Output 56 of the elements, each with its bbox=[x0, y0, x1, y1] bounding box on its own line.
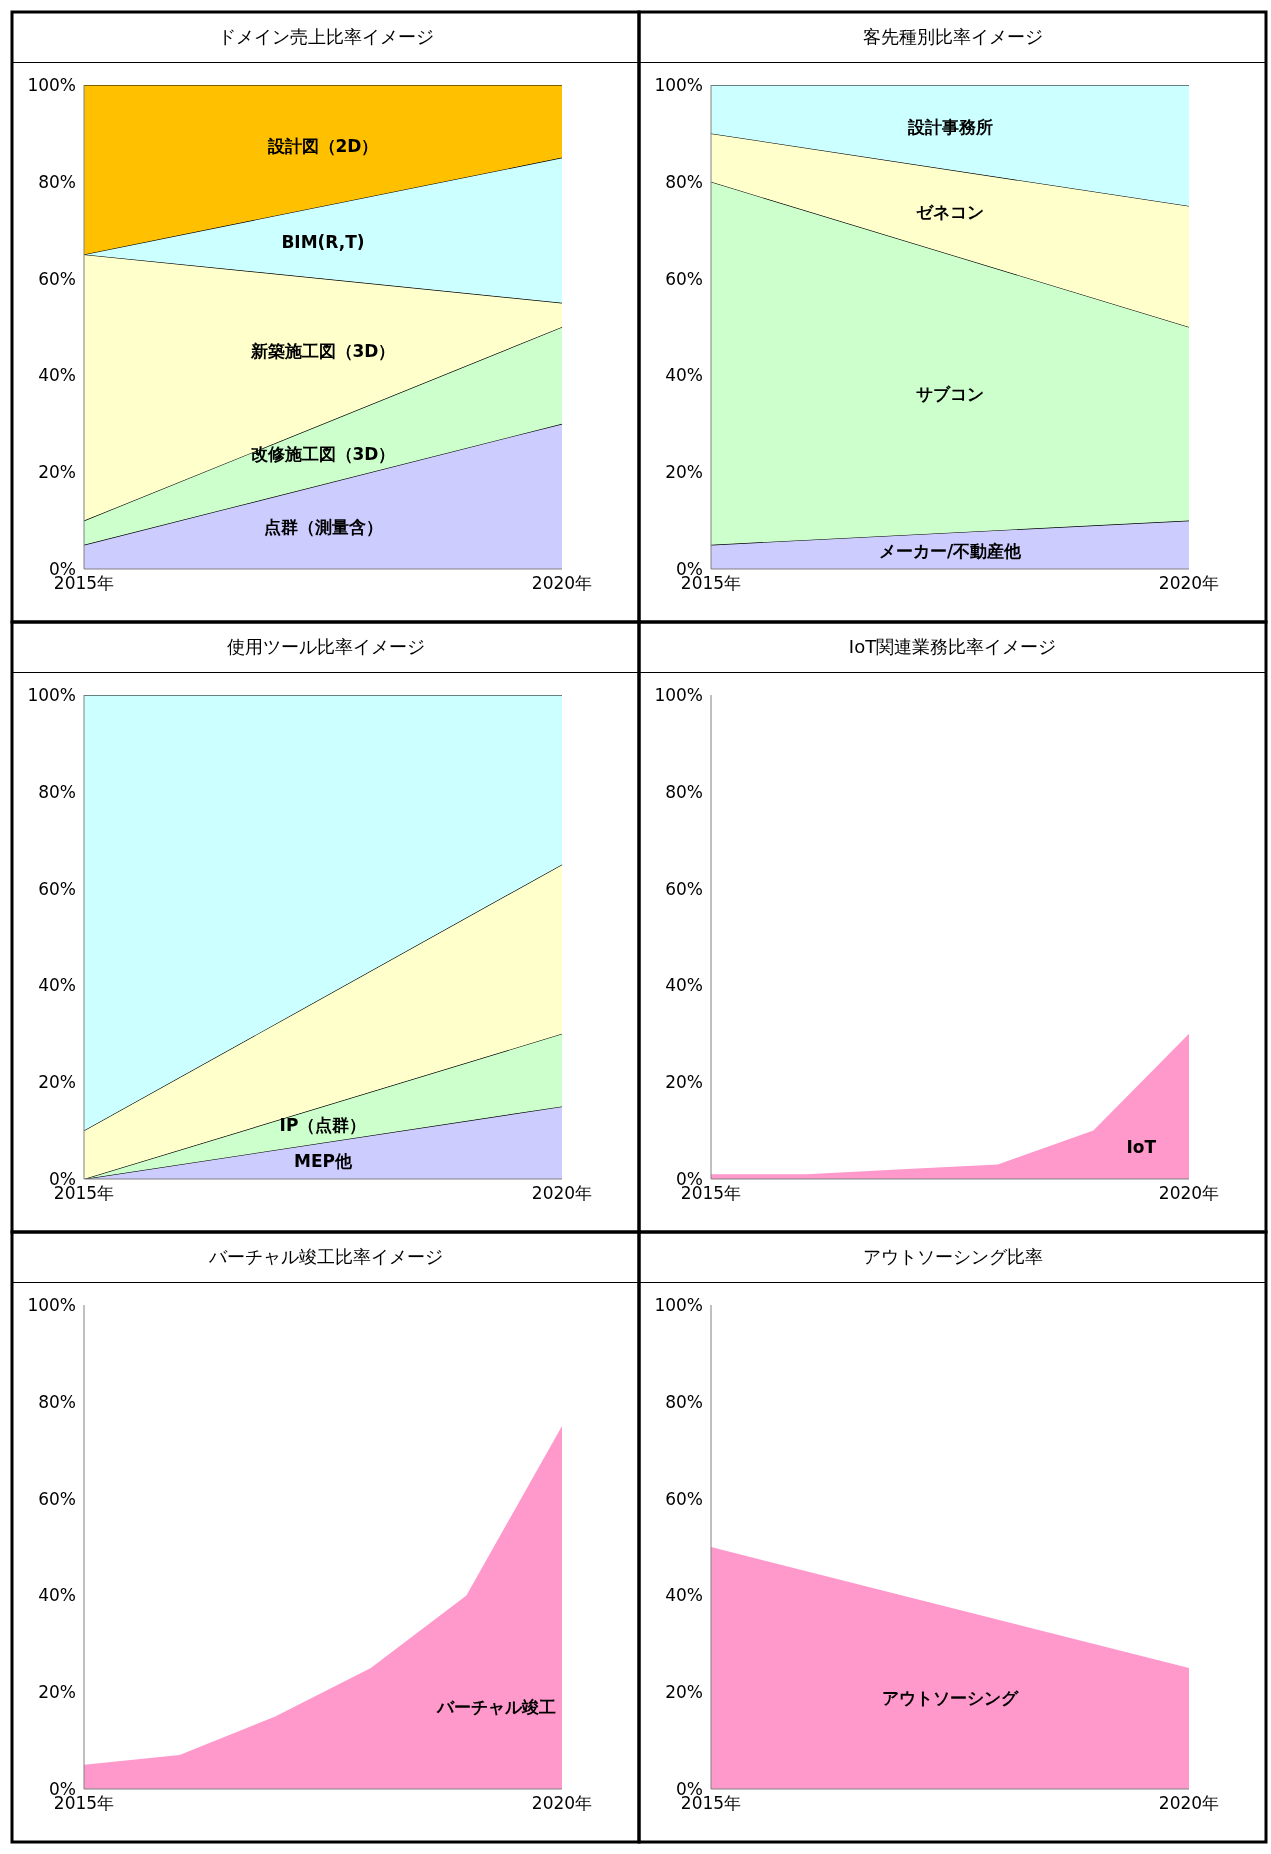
y-tick-label: 20% bbox=[665, 462, 703, 483]
series-label: 新築施工図（3D） bbox=[250, 339, 396, 363]
y-tick-label: 80% bbox=[665, 781, 703, 802]
series-label: サブコン bbox=[916, 382, 984, 406]
y-tick-label: 100% bbox=[654, 1295, 703, 1316]
y-tick-label: 60% bbox=[38, 878, 76, 899]
y-tick-label: 80% bbox=[38, 1391, 76, 1412]
y-tick-label: 80% bbox=[665, 171, 703, 192]
y-tick-label: 100% bbox=[654, 685, 703, 706]
y-tick-label: 40% bbox=[38, 365, 76, 386]
y-tick-label: 100% bbox=[654, 75, 703, 96]
y-tick-label: 20% bbox=[38, 1072, 76, 1093]
y-tick-label: 40% bbox=[38, 975, 76, 996]
series-label: MEP他 bbox=[294, 1149, 352, 1173]
series-label: 設計事務所 bbox=[907, 115, 993, 139]
chart-title: 客先種別比率イメージ bbox=[639, 12, 1266, 63]
y-tick-label: 80% bbox=[38, 171, 76, 192]
x-tick-label: 2020年 bbox=[1158, 573, 1220, 594]
series-label: IoT bbox=[1126, 1136, 1156, 1157]
series-label: メーカー/不動産他 bbox=[878, 539, 1022, 563]
y-tick-label: 20% bbox=[38, 462, 76, 483]
y-tick-label: 20% bbox=[665, 1682, 703, 1703]
chart-title: バーチャル竣工比率イメージ bbox=[12, 1232, 639, 1283]
y-tick-label: 20% bbox=[38, 1682, 76, 1703]
y-tick-label: 100% bbox=[27, 685, 76, 706]
series-label: BIM(R,T) bbox=[281, 232, 365, 253]
chart-title: 使用ツール比率イメージ bbox=[12, 622, 639, 673]
series-label: ゼネコン bbox=[916, 200, 984, 224]
series-label: 改修施工図（3D） bbox=[250, 442, 396, 466]
x-tick-label: 2020年 bbox=[531, 1183, 593, 1204]
x-tick-label: 2020年 bbox=[1158, 1183, 1220, 1204]
series-label: バーチャル竣工 bbox=[437, 1695, 556, 1719]
series-label: 点群（測量含） bbox=[263, 515, 383, 539]
y-tick-label: 60% bbox=[665, 878, 703, 899]
chart-title: IoT関連業務比率イメージ bbox=[639, 622, 1266, 673]
y-tick-label: 40% bbox=[665, 975, 703, 996]
y-tick-label: 60% bbox=[665, 268, 703, 289]
y-tick-label: 60% bbox=[38, 1488, 76, 1509]
y-tick-label: 100% bbox=[27, 75, 76, 96]
x-tick-label: 2020年 bbox=[1158, 1793, 1220, 1814]
chart-title: ドメイン売上比率イメージ bbox=[12, 12, 639, 63]
series-label: 設計図（2D） bbox=[267, 134, 379, 157]
y-tick-label: 60% bbox=[38, 268, 76, 289]
chart-title: アウトソーシング比率 bbox=[639, 1232, 1266, 1283]
y-tick-label: 80% bbox=[38, 781, 76, 802]
series-label: アウトソーシング bbox=[882, 1686, 1018, 1710]
y-tick-label: 40% bbox=[665, 365, 703, 386]
y-tick-label: 40% bbox=[38, 1585, 76, 1606]
y-tick-label: 20% bbox=[665, 1072, 703, 1093]
x-tick-label: 2020年 bbox=[531, 1793, 593, 1814]
y-tick-label: 80% bbox=[665, 1391, 703, 1412]
y-tick-label: 60% bbox=[665, 1488, 703, 1509]
y-tick-label: 40% bbox=[665, 1585, 703, 1606]
y-tick-label: 100% bbox=[27, 1295, 76, 1316]
series-label: IP（点群） bbox=[279, 1113, 367, 1137]
x-tick-label: 2020年 bbox=[531, 573, 593, 594]
